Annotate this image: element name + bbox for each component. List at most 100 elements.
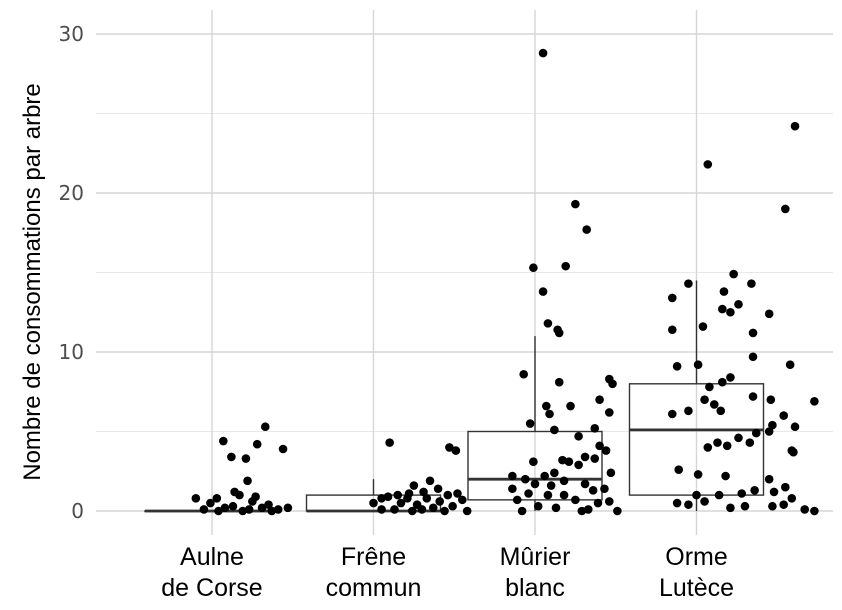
data-point	[800, 505, 810, 514]
data-point	[550, 425, 559, 435]
data-point	[769, 487, 779, 497]
data-point	[713, 438, 722, 447]
data-point	[729, 269, 738, 279]
data-point	[745, 438, 755, 447]
data-point	[734, 300, 743, 309]
data-point	[748, 328, 758, 338]
data-point	[212, 493, 222, 503]
data-point	[443, 490, 453, 500]
data-point	[278, 444, 288, 454]
data-point	[257, 503, 267, 513]
data-point	[698, 322, 708, 331]
data-point	[684, 279, 693, 288]
data-point	[529, 263, 538, 273]
data-point	[425, 476, 435, 486]
data-point	[419, 487, 428, 497]
data-point	[582, 225, 591, 234]
data-point	[790, 422, 800, 432]
data-point	[377, 493, 386, 503]
data-point	[789, 447, 798, 457]
y-tick-labels: 0 10 20 30	[59, 22, 84, 523]
data-point	[403, 493, 412, 503]
data-point	[600, 484, 609, 494]
x-tick-label: Orme Lutèce	[659, 543, 734, 602]
data-point	[748, 392, 758, 401]
data-point	[546, 481, 556, 490]
data-point	[750, 486, 759, 495]
data-point	[566, 401, 575, 411]
data-point	[747, 279, 756, 288]
data-point	[571, 495, 580, 505]
data-point	[451, 446, 461, 455]
data-point	[283, 503, 293, 513]
data-point	[700, 395, 709, 405]
data-point	[448, 501, 457, 511]
data-point	[719, 287, 729, 296]
data-point	[590, 424, 600, 433]
boxes	[144, 280, 765, 513]
y-tick-label: 0	[71, 499, 84, 523]
data-point	[726, 503, 735, 513]
data-point	[458, 495, 467, 505]
data-point	[445, 443, 454, 452]
x-tick-label: Mûrier blanc	[500, 543, 571, 602]
data-point	[571, 199, 580, 209]
data-point	[538, 48, 548, 58]
data-point	[667, 409, 677, 419]
data-point	[574, 460, 583, 470]
data-point	[674, 465, 684, 474]
data-point	[530, 479, 540, 489]
data-point	[228, 501, 238, 511]
data-point	[409, 481, 419, 490]
data-point	[551, 503, 561, 513]
data-point	[781, 204, 790, 214]
data-point	[273, 505, 283, 514]
data-point	[705, 382, 714, 392]
data-point	[260, 422, 270, 432]
data-point	[779, 411, 789, 420]
data-point	[525, 419, 535, 428]
data-point	[604, 408, 614, 417]
data-point	[252, 439, 262, 449]
data-point	[542, 401, 551, 411]
data-point	[726, 307, 735, 317]
x-tick-label: Frêne commun	[326, 543, 422, 602]
data-point	[558, 455, 567, 465]
x-tick-label: Aulne de Corse	[161, 543, 262, 602]
data-point	[718, 377, 727, 387]
data-point	[577, 506, 587, 516]
data-point	[422, 493, 432, 503]
data-point	[721, 471, 730, 481]
data-point	[540, 471, 549, 481]
data-point	[722, 441, 732, 451]
data-point	[703, 443, 713, 452]
y-axis-label: Nombre de consommations par arbre	[19, 83, 46, 481]
data-point	[191, 493, 201, 503]
data-point	[595, 395, 604, 405]
data-point	[604, 497, 614, 506]
data-point	[385, 438, 394, 447]
data-point	[227, 452, 236, 462]
data-point	[508, 471, 517, 481]
data-point	[667, 325, 677, 335]
data-point	[519, 369, 528, 379]
data-point	[595, 441, 604, 451]
box-body	[467, 430, 603, 501]
data-point	[684, 500, 693, 509]
y-tick-label: 30	[59, 22, 84, 46]
data-point	[462, 506, 472, 516]
data-point	[672, 362, 682, 371]
data-point	[238, 506, 247, 516]
data-point	[251, 492, 260, 501]
data-point	[561, 261, 570, 271]
data-point	[524, 489, 533, 498]
data-point	[693, 470, 703, 479]
data-point	[766, 395, 776, 405]
box-aulne-de-corse	[144, 509, 280, 513]
data-point	[244, 505, 254, 514]
data-point	[508, 484, 517, 494]
data-point	[453, 489, 462, 498]
data-point	[810, 506, 819, 516]
y-tick-label: 20	[59, 181, 84, 205]
